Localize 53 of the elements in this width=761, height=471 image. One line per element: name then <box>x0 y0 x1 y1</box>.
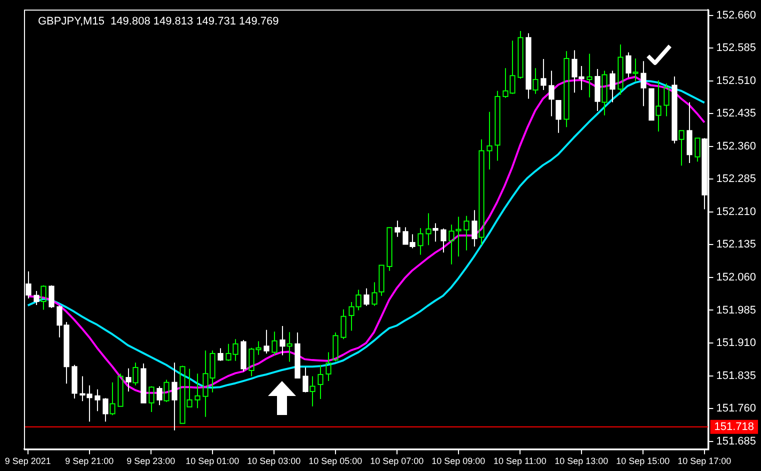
candlestick <box>286 332 292 362</box>
y-tick-label: 152.135 <box>716 238 756 251</box>
candlestick <box>418 228 424 256</box>
ref-line-label: 151.718 <box>714 420 754 433</box>
y-tick-label: 152.660 <box>716 9 756 22</box>
x-tick-label: 10 Sep 09:00 <box>432 456 486 466</box>
candlestick <box>40 284 46 310</box>
candlestick <box>478 138 484 246</box>
x-tick-label: 10 Sep 15:00 <box>616 456 670 466</box>
candlestick <box>110 382 116 416</box>
y-tick-label: 151.910 <box>716 337 756 350</box>
y-tick-label: 152.060 <box>716 272 756 284</box>
y-tick-label: 151.685 <box>716 435 756 448</box>
candlestick <box>494 90 500 162</box>
x-tick-label: 10 Sep 11:00 <box>493 456 546 466</box>
x-tick-label: 10 Sep 01:00 <box>186 456 240 466</box>
candlestick <box>426 212 432 246</box>
x-tick-label: 10 Sep 03:00 <box>247 456 301 466</box>
candlestick <box>318 364 324 400</box>
y-tick-label: 151.985 <box>716 304 756 316</box>
x-tick-label: 10 Sep 07:00 <box>370 456 424 466</box>
y-tick-label: 152.585 <box>716 42 756 54</box>
candlestick <box>602 70 608 116</box>
y-tick-label: 151.760 <box>716 402 756 415</box>
text: GBPJPY,M15 149.808 149.813 149.731 149.769 <box>38 16 279 28</box>
x-tick-label: 9 Sep 23:00 <box>126 456 176 466</box>
x-tick-label: 10 Sep 05:00 <box>308 456 362 466</box>
candlestick <box>664 82 670 117</box>
candlestick <box>564 50 570 128</box>
x-tick-label: 9 Sep 21:00 <box>65 456 114 466</box>
x-tick-label: 10 Sep 13:00 <box>554 456 608 466</box>
y-tick-label: 152.360 <box>716 140 756 152</box>
x-tick-label: 9 Sep 2021 <box>4 456 51 466</box>
y-tick-label: 151.835 <box>716 370 756 382</box>
candlestick <box>618 44 624 96</box>
x-tick-label: 10 Sep 17:00 <box>678 456 732 466</box>
candlestick <box>194 373 200 409</box>
candlestick <box>656 80 662 132</box>
candlestick <box>464 215 470 251</box>
candlestick <box>272 331 278 356</box>
candlestick <box>310 376 316 407</box>
candlestick <box>632 58 638 82</box>
candlestick <box>586 53 592 98</box>
candlestick <box>486 111 492 170</box>
candlestick <box>372 282 378 306</box>
candlestick <box>148 386 154 413</box>
y-tick-label: 152.510 <box>716 74 756 87</box>
y-tick-label: 152.435 <box>716 108 756 120</box>
candlestick <box>326 352 332 382</box>
y-tick-label: 152.210 <box>716 206 756 218</box>
y-tick-label: 152.285 <box>716 173 756 186</box>
candlestick <box>678 130 684 166</box>
candlestick <box>532 68 538 94</box>
